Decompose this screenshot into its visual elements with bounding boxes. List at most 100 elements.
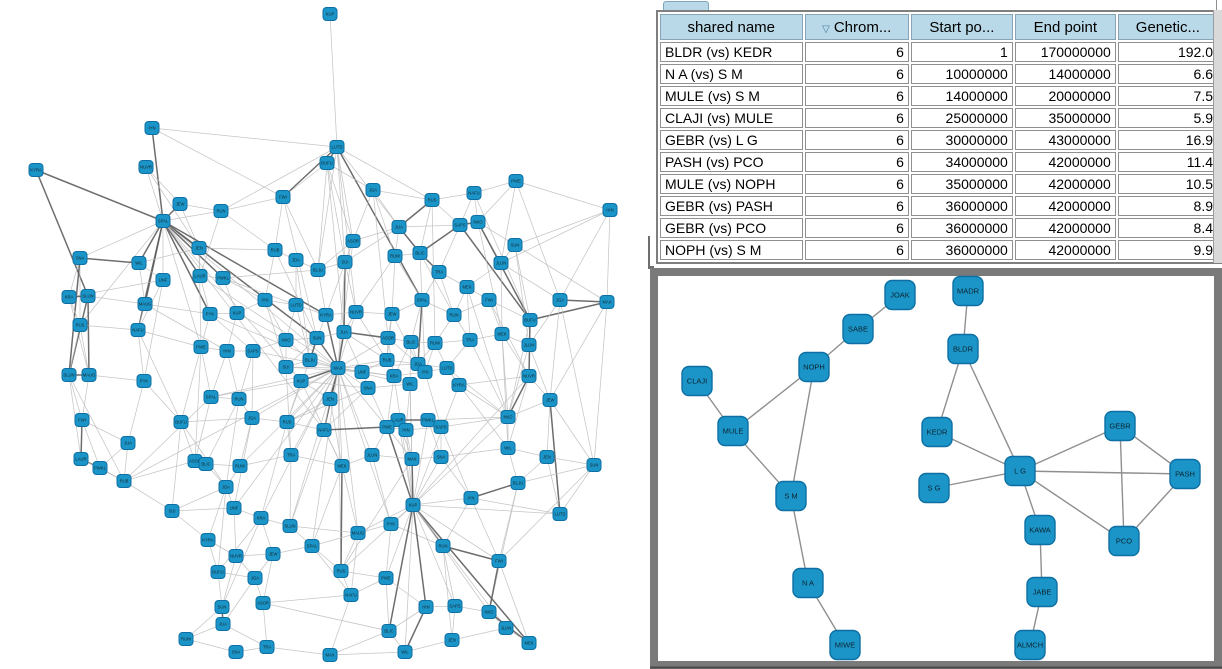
network-node[interactable]: RUN [213, 204, 229, 218]
network-node[interactable]: JGA [365, 183, 381, 197]
network-node[interactable]: SNA [360, 381, 376, 395]
network-node[interactable]: JUA [391, 220, 407, 234]
network-node[interactable]: JEW [172, 197, 188, 211]
table-row[interactable]: PASH (vs) PCO 6 34000000 42000000 11.4 [660, 152, 1218, 172]
table-row[interactable]: NOPH (vs) S M 6 36000000 42000000 9.9 [660, 240, 1218, 260]
network-node[interactable]: UNF [354, 365, 370, 379]
node-PASH[interactable]: PASH [1169, 458, 1201, 490]
table-row[interactable]: GEBR (vs) L G 6 30000000 43000000 16.9 [660, 130, 1218, 150]
network-node[interactable]: KYRA [28, 163, 44, 177]
network-node[interactable]: IYN [144, 121, 160, 135]
network-node[interactable]: RUN [446, 308, 462, 322]
network-node[interactable]: SPAL [414, 293, 430, 307]
node-SABE[interactable]: SABE [842, 313, 874, 345]
network-node[interactable]: PWKL [215, 271, 231, 285]
network-node[interactable]: MAX [322, 648, 338, 662]
network-node[interactable]: SLUN [282, 519, 298, 533]
detail-network-canvas[interactable]: JOAK MADR SABE NOPH BLDR CLAJI MULE KEDR GEBR S M… [650, 268, 1222, 669]
network-node[interactable]: FWI [275, 190, 291, 204]
network-node[interactable]: RUB [379, 353, 395, 367]
network-node[interactable]: ASOR [345, 234, 361, 248]
node-JOAK[interactable]: JOAK [884, 279, 916, 311]
network-node[interactable]: NUVR [228, 549, 244, 563]
network-node[interactable]: BUFU [319, 156, 335, 170]
network-node[interactable]: PYK [202, 307, 218, 321]
network-node[interactable]: JDA [218, 480, 234, 494]
network-node[interactable]: LAUR [192, 269, 208, 283]
node-GEBR[interactable]: GEBR [1104, 410, 1136, 442]
network-node[interactable]: JUA [120, 436, 136, 450]
network-node[interactable]: LUTD [552, 507, 568, 521]
network-node[interactable]: BLJU [310, 263, 326, 277]
node-MIWE[interactable]: MIWE [829, 629, 861, 661]
network-node[interactable]: HIN [418, 600, 434, 614]
network-node[interactable]: BLIC [198, 457, 214, 471]
network-node[interactable]: SAPS [433, 420, 449, 434]
network-node[interactable]: PWE [508, 174, 524, 188]
table-row[interactable]: MULE (vs) NOPH 6 35000000 42000000 10.5 [660, 174, 1218, 194]
network-node[interactable]: RUW [427, 336, 443, 350]
network-node[interactable]: UNF [155, 273, 171, 287]
network-node[interactable]: KRA [61, 290, 77, 304]
network-node[interactable]: BUFU [210, 565, 226, 579]
network-node[interactable]: SLUN [80, 289, 96, 303]
network-node[interactable]: NKO [481, 605, 497, 619]
network-node[interactable]: NKO [500, 410, 516, 424]
network-node[interactable]: NUVR [138, 160, 154, 174]
network-node[interactable]: BUFU [173, 415, 189, 429]
table-row[interactable]: BLDR (vs) KEDR 6 1 170000000 192.0 [660, 42, 1218, 62]
network-node[interactable]: JLUN [498, 621, 514, 635]
network-node[interactable]: LAUR [73, 452, 89, 466]
network-node[interactable]: KUP [229, 306, 245, 320]
network-node[interactable]: KYRA [318, 308, 334, 322]
network-node[interactable]: SNA [228, 645, 244, 659]
network-node[interactable]: SUN [507, 238, 523, 252]
network-node[interactable]: JEW [384, 307, 400, 321]
column-header-1[interactable]: ▽ Chrom... [804, 14, 909, 40]
network-node[interactable]: SAPS [245, 344, 261, 358]
node-MADR[interactable]: MADR [952, 275, 984, 307]
network-node[interactable]: JGA [244, 411, 260, 425]
network-node[interactable]: RUS [72, 318, 88, 332]
table-row[interactable]: MULE (vs) S M 6 14000000 20000000 7.5 [660, 86, 1218, 106]
network-node[interactable]: HIN [219, 344, 235, 358]
node-PCO[interactable]: PCO [1108, 525, 1140, 557]
network-node[interactable]: MEK [494, 327, 510, 341]
network-node[interactable]: TRA [431, 265, 447, 279]
network-node[interactable]: FWI [74, 413, 90, 427]
network-node[interactable]: BUFU [522, 313, 538, 327]
network-node[interactable]: PYK [136, 374, 152, 388]
network-node[interactable]: JLUN [364, 448, 380, 462]
column-header-2[interactable]: Start po... [910, 14, 1013, 40]
node-S-M[interactable]: S M [775, 480, 807, 512]
network-node[interactable]: MAX [404, 452, 420, 466]
network-node[interactable]: RUB [267, 243, 283, 257]
network-node[interactable]: MEK [521, 636, 537, 650]
network-node[interactable]: JEN [444, 633, 460, 647]
network-node[interactable]: KYRA [451, 378, 467, 392]
network-node[interactable]: RUW [178, 632, 194, 646]
network-node[interactable]: RUW [232, 459, 248, 473]
node-CLAJI[interactable]: CLAJI [681, 365, 713, 397]
panel-tab[interactable] [663, 1, 709, 11]
table-row[interactable]: GEBR (vs) PASH 6 36000000 42000000 8.9 [660, 196, 1218, 216]
network-node[interactable]: RUN [435, 539, 451, 553]
network-node[interactable]: NAFU [466, 186, 482, 200]
network-node[interactable]: KRA [253, 511, 269, 525]
network-node[interactable]: BLIC [403, 335, 419, 349]
network-node[interactable]: MAX [599, 295, 615, 309]
network-node[interactable]: MAUG [137, 297, 153, 311]
network-node[interactable]: NAFU [343, 588, 359, 602]
column-header-0[interactable]: shared name [660, 14, 803, 40]
network-node[interactable]: IYN [417, 365, 433, 379]
network-node[interactable]: JEN [191, 241, 207, 255]
network-node[interactable]: NAFU [130, 323, 146, 337]
node-S-G[interactable]: S G [918, 472, 950, 504]
network-node[interactable]: ASOR [255, 596, 271, 610]
network-node[interactable]: SLUN [61, 368, 77, 382]
network-node[interactable]: SPAL [304, 539, 320, 553]
network-node[interactable]: RUS [279, 415, 295, 429]
network-node[interactable]: SPAL [203, 390, 219, 404]
network-node[interactable]: MAUG [350, 526, 366, 540]
network-node[interactable]: TRA [462, 333, 478, 347]
